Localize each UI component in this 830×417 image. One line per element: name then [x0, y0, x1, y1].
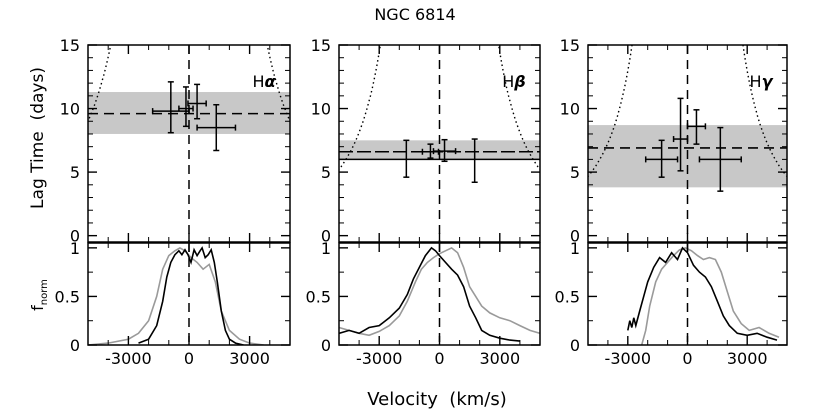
figure-title: NGC 6814 [374, 5, 455, 24]
top-y-tick-label: 10 [60, 100, 80, 119]
lag-point-0 [644, 139, 679, 178]
panel-0: Hα 0 5 10 15 0 0.5 1 -3000 0 3000 [55, 36, 291, 368]
line-label-base: H [502, 72, 514, 91]
bottom-y-tick-label: 1 [570, 239, 580, 258]
lag-point-2 [686, 109, 707, 145]
top-y-tick-label: 15 [60, 36, 80, 55]
line-label-base: H [750, 72, 762, 91]
profile-gray [88, 246, 264, 345]
x-tick-label: 3000 [479, 349, 520, 368]
line-label: Hβ [502, 72, 525, 91]
profile-black [339, 246, 520, 342]
line-label-greek: γ [762, 72, 774, 91]
panel-1: Hβ 0 5 10 15 0 0.5 1 -3000 0 3000 [306, 36, 541, 368]
x-tick-label: -3000 [605, 349, 652, 368]
profile-black [138, 246, 244, 345]
bottom-y-tick-label: 0 [70, 336, 80, 355]
lag-point-2 [432, 138, 457, 163]
line-label-base: H [252, 72, 264, 91]
fnorm-sub: norm [39, 279, 50, 305]
top-y-tick-label: 10 [311, 100, 331, 119]
lag-panel-plot-0 [88, 45, 290, 242]
x-tick-label: 3000 [229, 349, 270, 368]
top-y-tick-label: 0 [570, 227, 580, 246]
profile-panel-plot-0 [88, 243, 264, 345]
x-tick-label: 3000 [727, 349, 768, 368]
bottom-y-tick-label: 0 [570, 336, 580, 355]
x-tick-label: 0 [184, 349, 194, 368]
profile-gray [640, 247, 780, 345]
top-y-tick-label: 15 [560, 36, 580, 55]
profile-black [627, 246, 778, 341]
lag-point-0 [151, 81, 190, 134]
x-tick-label: -3000 [356, 349, 403, 368]
lag-uncertainty-band [339, 140, 540, 160]
bottom-y-tick-label: 0.5 [555, 287, 580, 306]
line-label-greek: β [513, 72, 525, 91]
x-tick-label: 0 [682, 349, 692, 368]
bottom-y-tick-label: 0.5 [55, 287, 80, 306]
lag-panel-plot-2 [588, 45, 787, 242]
y-axis-label-lag: Lag Time (days) [28, 67, 48, 209]
lag-point-0 [403, 139, 410, 178]
line-label: Hγ [750, 72, 774, 91]
top-y-tick-label: 15 [311, 36, 331, 55]
lag-panel-plot-1 [339, 45, 540, 242]
lag-point-1 [178, 86, 194, 128]
line-label: Hα [252, 72, 276, 91]
lag-point-3 [698, 126, 742, 192]
line-label-greek: α [265, 72, 277, 91]
top-y-tick-label: 5 [70, 163, 80, 182]
bottom-y-tick-label: 0.5 [306, 287, 331, 306]
bottom-y-tick-label: 1 [70, 239, 80, 258]
top-y-tick-label: 0 [70, 227, 80, 246]
bottom-y-tick-label: 0 [321, 336, 331, 355]
bottom-y-tick-label: 1 [321, 239, 331, 258]
top-y-tick-label: 5 [570, 163, 580, 182]
y-axis-label-fnorm: fnorm [28, 279, 50, 311]
lag-point-3 [471, 138, 478, 184]
lag-point-3 [196, 103, 237, 152]
top-y-tick-label: 10 [560, 100, 580, 119]
x-axis-label: Velocity (km/s) [367, 389, 507, 410]
lag-point-1 [672, 97, 689, 172]
top-y-tick-label: 5 [321, 163, 331, 182]
panel-2: Hγ 0 5 10 15 0 0.5 1 -3000 0 3000 [555, 36, 788, 368]
profile-panel-plot-1 [339, 243, 540, 345]
x-tick-label: 0 [434, 349, 444, 368]
profile-gray [339, 246, 540, 337]
top-y-tick-label: 0 [321, 227, 331, 246]
lag-point-2 [187, 83, 207, 120]
fnorm-f: f [28, 305, 47, 311]
x-tick-label: -3000 [105, 349, 152, 368]
profile-panel-plot-2 [627, 243, 780, 345]
